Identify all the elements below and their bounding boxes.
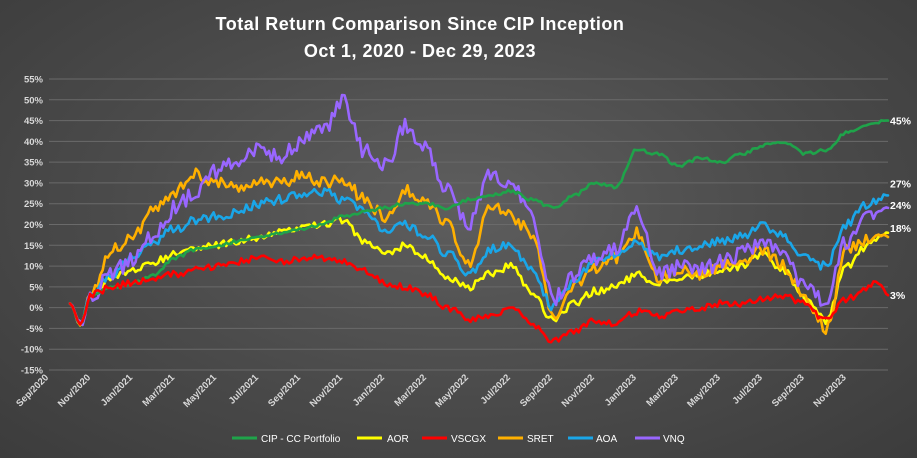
y-tick-label: -5%: [26, 324, 43, 335]
x-tick-label: Jan/2022: [351, 372, 387, 408]
x-tick-label: Nov/2023: [811, 372, 848, 409]
chart-title: Total Return Comparison Since CIP Incept…: [216, 14, 625, 34]
y-axis: 55% 50% 45% 40% 35% 30% 25% 20% 15% 10% 5% 0% -5% -10…: [21, 75, 44, 377]
y-tick-label: 5%: [29, 282, 43, 293]
grid-layer: [49, 78, 888, 371]
y-tick-label: 55%: [24, 75, 44, 86]
chart-subtitle: Oct 1, 2020 - Dec 29, 2023: [304, 41, 536, 61]
x-tick-label: Nov/2021: [308, 372, 346, 410]
legend-label-aor: AOR: [387, 434, 409, 445]
x-tick-label: Sep/2023: [770, 372, 807, 409]
y-tick-label: 15%: [24, 241, 44, 252]
legend-label-cip: CIP - CC Portfolio: [261, 434, 341, 445]
series-line-aoa: [68, 187, 890, 325]
y-tick-label: -15%: [21, 366, 44, 377]
x-tick-label: Mar/2022: [392, 372, 429, 409]
x-tick-label: Mar/2021: [141, 372, 178, 409]
legend-label-aoa: AOA: [596, 434, 617, 445]
end-label-vnq: 24%: [890, 200, 912, 212]
x-tick-label: May/2022: [433, 372, 471, 410]
x-tick-label: May/2021: [181, 372, 219, 410]
legend: CIP - CC Portfolio AOR VSCGX SRET AOA VNQ: [232, 434, 685, 445]
y-tick-label: 50%: [24, 95, 44, 106]
y-tick-label: 40%: [24, 137, 44, 148]
y-tick-label: 35%: [24, 158, 44, 169]
x-axis: Sep/2020 Nov/2020 Jan/2021 Mar/2021 May/2021…: [14, 372, 849, 410]
x-tick-label: Jul/2022: [479, 372, 513, 406]
x-tick-label: Mar/2023: [644, 372, 681, 409]
x-tick-label: Sep/2020: [14, 372, 51, 409]
x-tick-label: May/2023: [685, 372, 723, 410]
end-label-vscgx: 3%: [890, 290, 906, 302]
x-tick-label: Sep/2022: [518, 372, 555, 409]
legend-label-vscgx: VSCGX: [451, 434, 486, 445]
x-tick-label: Jan/2023: [603, 372, 639, 408]
y-tick-label: 0%: [29, 303, 43, 314]
end-labels: 45% 18% 3% 27% 24%: [890, 116, 912, 303]
y-tick-label: 25%: [24, 199, 44, 210]
y-tick-label: 30%: [24, 178, 44, 189]
x-tick-label: Nov/2020: [56, 372, 93, 409]
y-tick-label: 45%: [24, 116, 44, 127]
series-line-vscgx: [68, 253, 890, 344]
legend-label-vnq: VNQ: [663, 434, 685, 445]
end-label-aor: 18%: [890, 223, 912, 235]
x-tick-label: Sep/2021: [266, 372, 303, 409]
end-label-aoa: 27%: [890, 178, 912, 190]
legend-label-sret: SRET: [527, 434, 554, 445]
end-label-cip: 45%: [890, 116, 912, 128]
y-tick-label: 20%: [24, 220, 44, 231]
x-tick-label: Jul/2023: [731, 372, 765, 406]
x-tick-label: Nov/2022: [560, 372, 597, 409]
series-layer: [68, 93, 890, 344]
x-tick-label: Jan/2021: [99, 372, 136, 409]
series-line-sret: [68, 167, 890, 336]
series-line-vnq: [68, 93, 890, 327]
y-tick-label: 10%: [24, 262, 44, 273]
y-tick-label: -10%: [21, 345, 44, 356]
series-line-cip: [68, 119, 890, 326]
x-tick-label: Jul/2021: [227, 372, 262, 407]
